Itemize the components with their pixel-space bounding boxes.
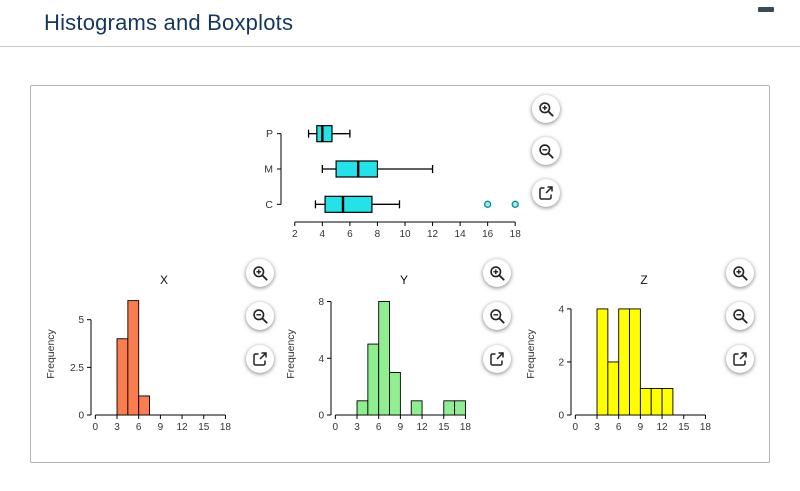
- svg-text:0: 0: [318, 411, 324, 422]
- zoom-out-button[interactable]: [532, 137, 560, 165]
- svg-text:16: 16: [482, 229, 494, 240]
- svg-text:3: 3: [114, 422, 120, 433]
- svg-text:8: 8: [318, 297, 324, 308]
- svg-text:2.5: 2.5: [70, 363, 84, 374]
- svg-text:0: 0: [333, 422, 339, 433]
- histogram-y-controls: [483, 259, 511, 373]
- magnifier-plus-icon: [489, 265, 505, 281]
- export-button[interactable]: [246, 345, 274, 373]
- open-external-icon: [733, 352, 747, 366]
- svg-text:6: 6: [616, 422, 622, 433]
- svg-text:2: 2: [558, 357, 564, 368]
- svg-text:18: 18: [510, 229, 522, 240]
- svg-text:4: 4: [318, 354, 324, 365]
- svg-text:Frequency: Frequency: [525, 328, 537, 378]
- svg-text:18: 18: [460, 422, 472, 433]
- svg-text:Z: Z: [640, 273, 647, 287]
- magnifier-minus-icon: [732, 308, 748, 324]
- svg-text:4: 4: [558, 304, 564, 315]
- svg-text:2: 2: [292, 229, 298, 240]
- svg-text:X: X: [160, 273, 168, 287]
- plots-panel: 2 4 6 8 10 12 14 16 18 P M C X Fre: [30, 85, 770, 463]
- zoom-in-button[interactable]: [246, 259, 274, 287]
- svg-text:14: 14: [455, 229, 467, 240]
- magnifier-plus-icon: [732, 265, 748, 281]
- svg-text:12: 12: [417, 422, 429, 433]
- svg-text:M: M: [264, 164, 273, 176]
- magnifier-minus-icon: [252, 308, 268, 324]
- svg-text:18: 18: [220, 422, 232, 433]
- svg-text:0: 0: [558, 411, 564, 422]
- open-external-icon: [490, 352, 504, 366]
- svg-text:6: 6: [376, 422, 382, 433]
- svg-text:12: 12: [427, 229, 439, 240]
- svg-text:15: 15: [198, 422, 210, 433]
- svg-text:3: 3: [594, 422, 600, 433]
- histogram-x-chart[interactable]: X Frequency 0 3 6 9 12 15 18 0 2.5 5: [43, 271, 243, 448]
- svg-text:18: 18: [700, 422, 712, 433]
- page-title: Histograms and Boxplots: [44, 10, 294, 35]
- zoom-out-button[interactable]: [483, 302, 511, 330]
- magnifier-minus-icon: [489, 308, 505, 324]
- svg-text:15: 15: [438, 422, 450, 433]
- zoom-out-button[interactable]: [246, 302, 274, 330]
- open-external-icon: [253, 352, 267, 366]
- svg-text:12: 12: [657, 422, 669, 433]
- minimize-bar-icon[interactable]: [758, 7, 774, 12]
- magnifier-plus-icon: [538, 101, 554, 117]
- zoom-in-button[interactable]: [483, 259, 511, 287]
- svg-text:0: 0: [93, 422, 99, 433]
- svg-text:12: 12: [177, 422, 189, 433]
- svg-text:0: 0: [573, 422, 579, 433]
- magnifier-minus-icon: [538, 143, 554, 159]
- histogram-z-controls: [726, 259, 754, 373]
- svg-text:Frequency: Frequency: [285, 328, 297, 378]
- svg-text:5: 5: [78, 315, 84, 326]
- histogram-x-controls: [246, 259, 274, 373]
- boxplot-chart[interactable]: 2 4 6 8 10 12 14 16 18 P M C: [239, 98, 539, 263]
- boxplot-controls: [532, 95, 560, 207]
- svg-text:P: P: [266, 128, 273, 140]
- svg-text:9: 9: [158, 422, 164, 433]
- export-button[interactable]: [483, 345, 511, 373]
- svg-text:9: 9: [638, 422, 644, 433]
- svg-text:3: 3: [354, 422, 360, 433]
- svg-text:9: 9: [398, 422, 404, 433]
- histogram-z-chart[interactable]: Z Frequency 0 3 6 9 12 15 18 0 2 4: [523, 271, 723, 448]
- svg-text:8: 8: [375, 229, 381, 240]
- svg-text:0: 0: [78, 411, 84, 422]
- svg-text:C: C: [265, 199, 273, 211]
- svg-text:6: 6: [136, 422, 142, 433]
- zoom-out-button[interactable]: [726, 302, 754, 330]
- zoom-in-button[interactable]: [532, 95, 560, 123]
- svg-text:10: 10: [399, 229, 411, 240]
- title-divider: [0, 46, 800, 47]
- export-button[interactable]: [726, 345, 754, 373]
- svg-text:4: 4: [320, 229, 326, 240]
- histogram-y-chart[interactable]: Y Frequency 0 3 6 9 12 15 18 0 4 8: [283, 271, 483, 448]
- svg-text:Frequency: Frequency: [45, 328, 57, 378]
- svg-text:Y: Y: [400, 273, 408, 287]
- svg-text:6: 6: [347, 229, 353, 240]
- svg-text:15: 15: [678, 422, 690, 433]
- magnifier-plus-icon: [252, 265, 268, 281]
- export-button[interactable]: [532, 179, 560, 207]
- zoom-in-button[interactable]: [726, 259, 754, 287]
- open-external-icon: [539, 186, 553, 200]
